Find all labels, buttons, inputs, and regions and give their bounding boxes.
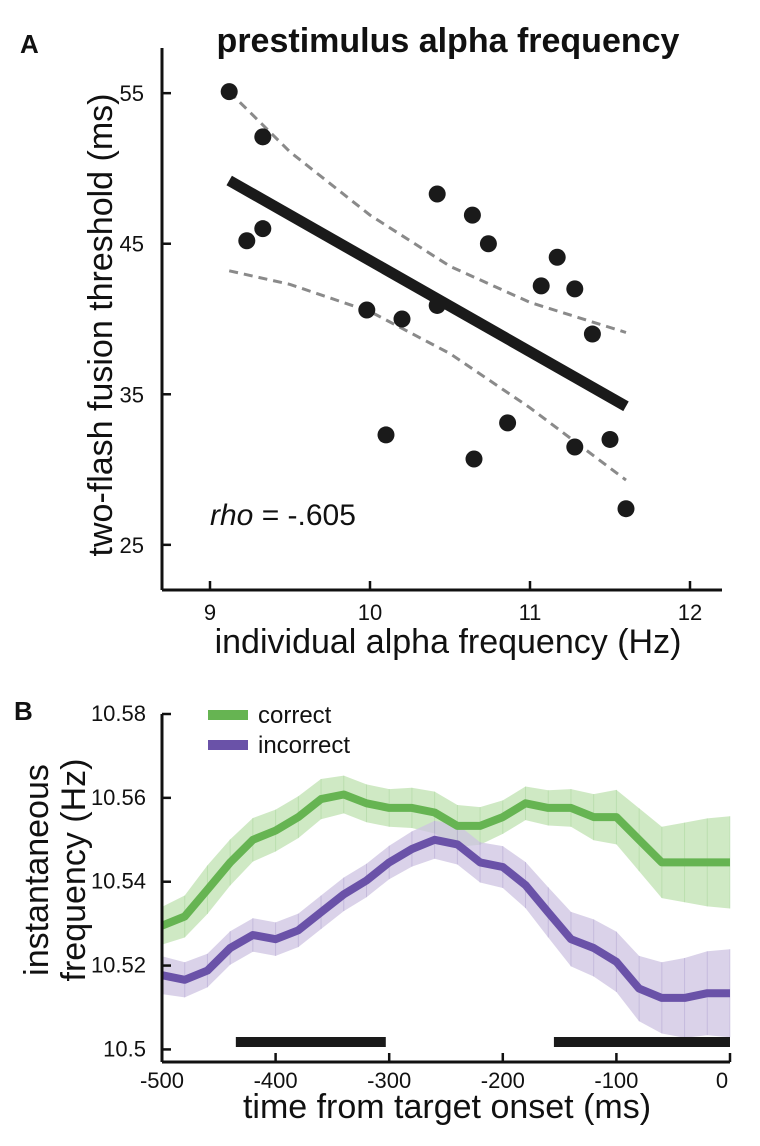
- data-point: [465, 450, 483, 468]
- y-axis-label-b-line2: frequency (Hz): [55, 759, 93, 982]
- data-point: [428, 185, 446, 203]
- data-point: [220, 83, 238, 101]
- data-point: [377, 426, 395, 444]
- data-point: [254, 220, 272, 238]
- data-point: [479, 235, 497, 253]
- ci-lower-line: [228, 269, 627, 482]
- y-axis-label-b-line1: instantaneous: [18, 764, 56, 976]
- y-tick-label-b: 10.52: [91, 953, 146, 978]
- data-point: [548, 248, 566, 266]
- rho-annotation: rho = -.605: [210, 499, 356, 532]
- x-tick-label-a: 11: [519, 600, 542, 625]
- chart-title: prestimulus alpha frequency: [217, 22, 680, 60]
- data-point: [499, 414, 517, 432]
- legend-label-incorrect: incorrect: [258, 732, 350, 759]
- data-point: [254, 128, 272, 146]
- y-tick-label-a: 35: [120, 382, 144, 407]
- y-tick-label-a: 25: [120, 533, 144, 558]
- y-tick-label-b: 10.58: [91, 701, 146, 726]
- y-tick-label-b: 10.54: [91, 869, 146, 894]
- data-point: [238, 232, 256, 250]
- series-line-incorrect: [161, 835, 730, 1002]
- y-tick-label-a: 55: [120, 81, 144, 106]
- significance-bar: [235, 1037, 386, 1047]
- series-line-correct: [160, 790, 730, 930]
- x-tick-label-b: -200: [481, 1068, 525, 1093]
- x-tick-label-b: -400: [254, 1068, 298, 1093]
- significance-bar: [553, 1037, 730, 1047]
- panel-a-scatter: A prestimulus alpha frequency 25 35 45 55 9 1…: [20, 22, 722, 661]
- data-point: [463, 206, 481, 224]
- x-tick-label-a: 9: [204, 600, 216, 625]
- x-axis-label-a: individual alpha frequency (Hz): [215, 623, 682, 661]
- rho-label: rho: [210, 499, 253, 532]
- legend-label-correct: correct: [258, 702, 332, 729]
- x-tick-label-a: 12: [678, 600, 702, 625]
- legend: correct incorrect: [208, 702, 350, 759]
- data-point: [532, 277, 550, 295]
- panel-b-line: B 10.5 10.52 10.54 10.56 10.58 -500 -400 -300 -2…: [14, 696, 732, 1126]
- panel-b-letter: B: [14, 696, 33, 726]
- rho-value: = -.605: [253, 499, 356, 532]
- data-point: [566, 280, 584, 298]
- x-tick-label-b: -100: [594, 1068, 638, 1093]
- data-point: [358, 301, 376, 319]
- data-point: [393, 310, 411, 328]
- x-tick-label-a: 10: [358, 600, 382, 625]
- x-tick-label-b: -300: [367, 1068, 411, 1093]
- y-tick-label-b: 10.56: [91, 785, 146, 810]
- panel-a-letter: A: [20, 29, 39, 59]
- data-point: [566, 438, 584, 456]
- x-axis-label-b: time from target onset (ms): [243, 1088, 651, 1126]
- data-point: [617, 500, 635, 518]
- y-tick-label-a: 45: [120, 232, 144, 257]
- regression-line: [226, 175, 629, 412]
- x-tick-label-b: 0: [716, 1068, 728, 1093]
- data-point: [428, 296, 446, 314]
- x-tick-label-b: -500: [140, 1068, 184, 1093]
- data-point: [601, 430, 619, 448]
- y-axis-label-a: two-flash fusion threshold (ms): [82, 94, 120, 557]
- data-point: [583, 325, 601, 343]
- error-band-incorrect: [162, 820, 730, 1038]
- y-tick-label-b: 10.5: [103, 1036, 146, 1061]
